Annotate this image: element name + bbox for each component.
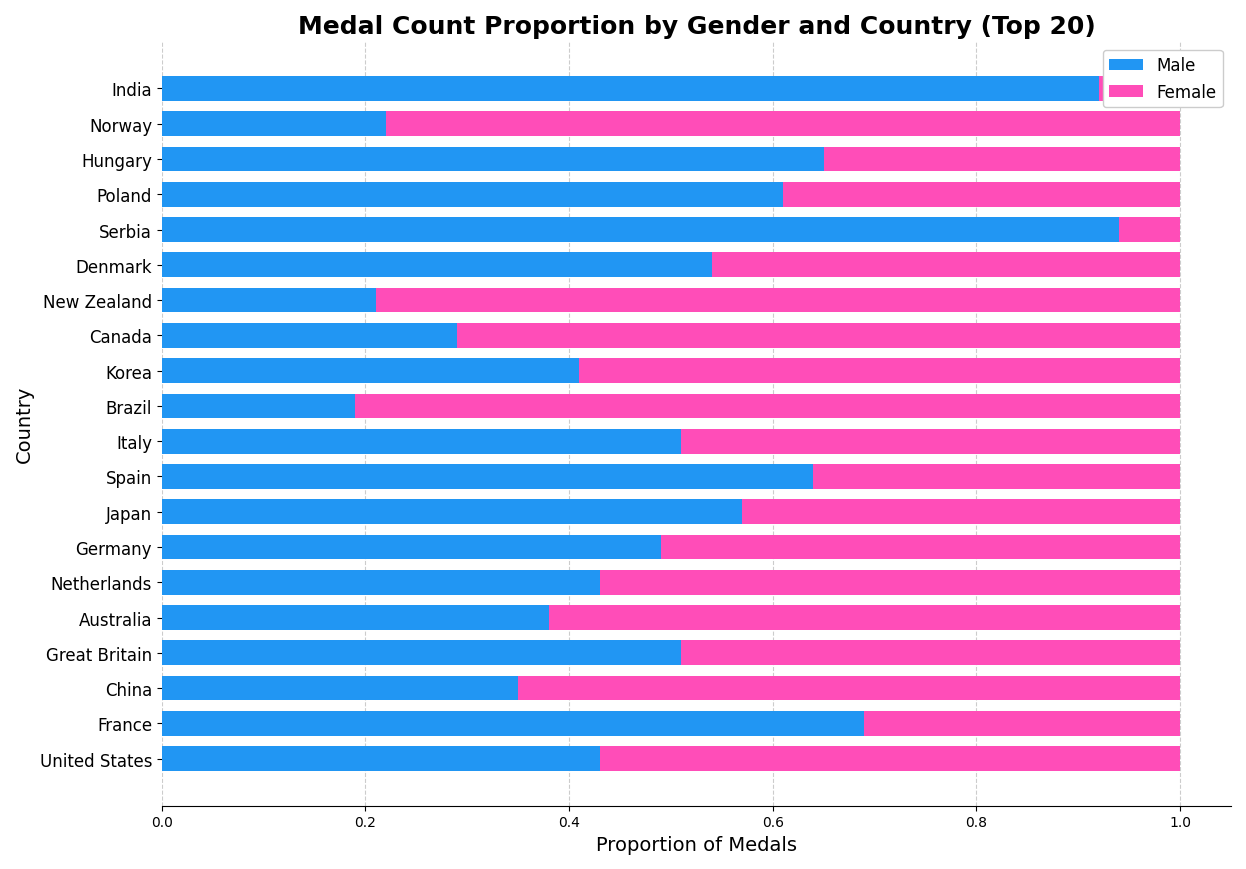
Bar — [162, 323, 457, 348]
Bar — [386, 112, 1180, 137]
Bar — [162, 289, 375, 313]
Bar — [682, 640, 1180, 666]
Bar — [162, 394, 355, 419]
Legend: Male, Female: Male, Female — [1103, 50, 1222, 109]
Bar — [865, 711, 1180, 736]
Bar — [162, 77, 1099, 102]
Bar — [162, 606, 548, 630]
Bar — [660, 535, 1180, 560]
Bar — [162, 182, 782, 208]
Bar — [162, 570, 599, 595]
Bar — [518, 676, 1180, 700]
Bar — [162, 746, 599, 771]
Bar — [162, 465, 814, 489]
Bar — [782, 182, 1180, 208]
Title: Medal Count Proportion by Gender and Country (Top 20): Medal Count Proportion by Gender and Cou… — [298, 15, 1095, 39]
Bar — [1099, 77, 1180, 102]
Bar — [162, 711, 865, 736]
Bar — [162, 148, 824, 172]
Bar — [743, 500, 1180, 525]
Bar — [579, 359, 1180, 383]
Bar — [162, 535, 660, 560]
Bar — [682, 429, 1180, 454]
Bar — [162, 218, 1119, 242]
Bar — [711, 253, 1180, 278]
Bar — [162, 676, 518, 700]
Bar — [599, 746, 1180, 771]
Y-axis label: Country: Country — [15, 385, 34, 462]
Bar — [548, 606, 1180, 630]
Bar — [162, 640, 682, 666]
Bar — [824, 148, 1180, 172]
Bar — [1119, 218, 1180, 242]
Bar — [375, 289, 1180, 313]
Bar — [162, 359, 579, 383]
Bar — [162, 429, 682, 454]
Bar — [162, 112, 386, 137]
Bar — [355, 394, 1180, 419]
Bar — [162, 253, 711, 278]
Bar — [162, 500, 743, 525]
Bar — [457, 323, 1180, 348]
Bar — [599, 570, 1180, 595]
X-axis label: Proportion of Medals: Proportion of Medals — [596, 835, 797, 854]
Bar — [814, 465, 1180, 489]
